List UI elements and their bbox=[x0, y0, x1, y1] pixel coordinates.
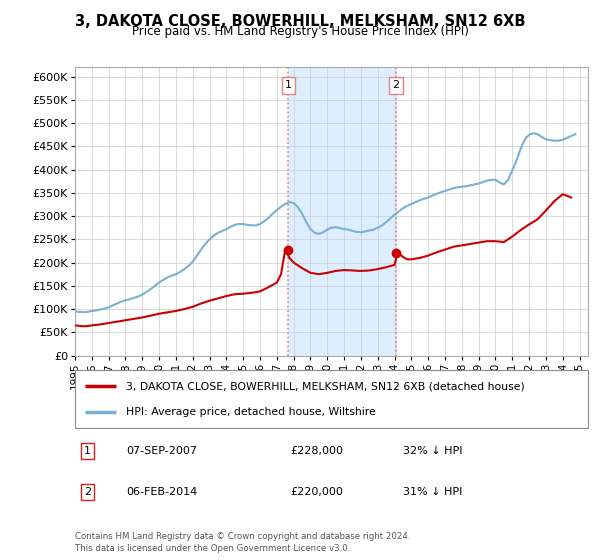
Text: 1: 1 bbox=[85, 446, 91, 456]
Text: 32% ↓ HPI: 32% ↓ HPI bbox=[403, 446, 463, 456]
Text: 07-SEP-2007: 07-SEP-2007 bbox=[127, 446, 197, 456]
Text: 06-FEB-2014: 06-FEB-2014 bbox=[127, 487, 197, 497]
Text: HPI: Average price, detached house, Wiltshire: HPI: Average price, detached house, Wilt… bbox=[127, 407, 376, 417]
Bar bbox=[289, 67, 396, 356]
Text: 31% ↓ HPI: 31% ↓ HPI bbox=[403, 487, 463, 497]
Text: Price paid vs. HM Land Registry's House Price Index (HPI): Price paid vs. HM Land Registry's House … bbox=[131, 25, 469, 38]
Text: £228,000: £228,000 bbox=[290, 446, 343, 456]
Text: 3, DAKOTA CLOSE, BOWERHILL, MELKSHAM, SN12 6XB (detached house): 3, DAKOTA CLOSE, BOWERHILL, MELKSHAM, SN… bbox=[127, 381, 525, 391]
Text: 1: 1 bbox=[285, 80, 292, 90]
Text: Contains HM Land Registry data © Crown copyright and database right 2024.
This d: Contains HM Land Registry data © Crown c… bbox=[75, 533, 410, 553]
Text: 3, DAKOTA CLOSE, BOWERHILL, MELKSHAM, SN12 6XB: 3, DAKOTA CLOSE, BOWERHILL, MELKSHAM, SN… bbox=[75, 14, 525, 29]
Text: £220,000: £220,000 bbox=[290, 487, 343, 497]
Text: 2: 2 bbox=[84, 487, 91, 497]
FancyBboxPatch shape bbox=[75, 370, 588, 428]
Text: 2: 2 bbox=[392, 80, 400, 90]
